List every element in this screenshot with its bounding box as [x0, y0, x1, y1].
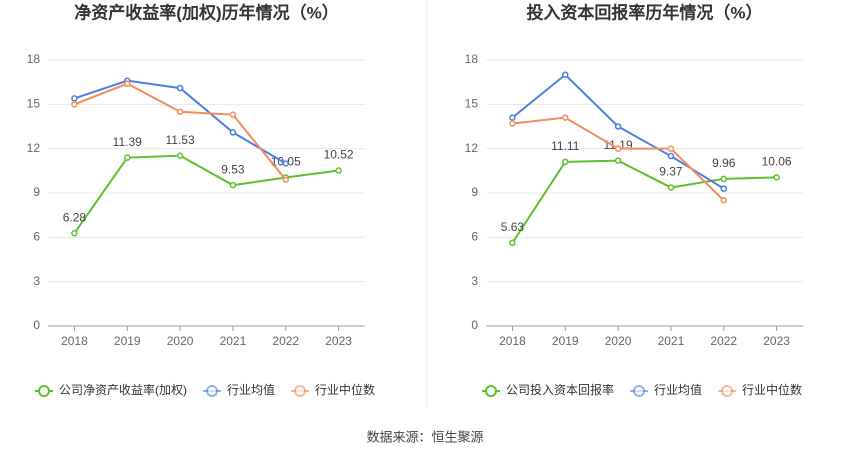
- y-tick-label: 9: [33, 185, 40, 199]
- data-label: 11.39: [113, 135, 142, 149]
- legend-marker: [721, 385, 734, 397]
- data-label: 10.52: [324, 148, 354, 162]
- legend-label: 行业均值: [227, 382, 275, 397]
- point: [614, 145, 622, 152]
- point: [176, 84, 184, 92]
- y-tick-label: 3: [33, 274, 40, 288]
- y-tick-label: 3: [471, 274, 478, 288]
- y-tick-label: 0: [471, 318, 478, 332]
- series-line: [511, 73, 725, 190]
- data-label: 11.11: [551, 139, 580, 153]
- x-tick-label: 2020: [167, 334, 194, 348]
- legend-marker: [294, 385, 307, 397]
- legend-marker: [38, 385, 50, 397]
- y-tick-label: 18: [465, 52, 479, 66]
- legend-label: 行业中位数: [742, 382, 802, 397]
- point: [282, 160, 289, 167]
- legend-marker: [633, 385, 646, 397]
- y-tick-label: 9: [471, 185, 478, 199]
- data-label: 5.63: [501, 220, 525, 234]
- point: [71, 229, 78, 237]
- x-tick-label: 2022: [710, 334, 737, 348]
- chart-title: 投入资本回报率历年情况（%）: [526, 2, 762, 22]
- point: [509, 120, 516, 127]
- point: [562, 114, 569, 121]
- point: [562, 71, 569, 79]
- point: [614, 157, 622, 164]
- point: [720, 197, 727, 204]
- point: [667, 145, 675, 152]
- series-line: [74, 82, 287, 181]
- series-line: [73, 154, 339, 234]
- x-tick-label: 2023: [763, 334, 790, 348]
- point: [229, 129, 237, 136]
- x-tick-label: 2023: [325, 334, 352, 348]
- point: [124, 154, 131, 161]
- y-tick-label: 0: [33, 318, 40, 332]
- point: [282, 176, 289, 183]
- x-tick-label: 2018: [61, 334, 88, 348]
- point: [720, 185, 727, 192]
- point: [229, 181, 237, 189]
- y-tick-label: 6: [471, 230, 478, 244]
- y-tick-label: 15: [27, 97, 41, 111]
- series-line: [511, 159, 777, 244]
- point: [720, 175, 727, 183]
- data-label: 9.96: [712, 156, 736, 170]
- legend-label: 公司投入资本回报率: [506, 382, 614, 397]
- source: 数据来源：恒生聚源: [366, 429, 483, 444]
- legend-marker: [206, 385, 218, 397]
- point: [335, 167, 342, 174]
- legend-label: 公司净资产收益率(加权): [59, 382, 187, 397]
- data-label: 9.37: [659, 165, 683, 179]
- x-tick-label: 2019: [552, 334, 579, 348]
- point: [509, 239, 516, 247]
- point: [562, 158, 569, 166]
- point: [667, 184, 675, 191]
- data-label: 9.53: [221, 162, 245, 176]
- point: [229, 111, 237, 118]
- x-tick-label: 2022: [272, 334, 299, 348]
- legend-marker: [485, 385, 497, 397]
- point: [71, 101, 78, 108]
- y-tick-label: 18: [27, 52, 41, 66]
- y-tick-label: 15: [465, 97, 479, 111]
- legend-label: 行业中位数: [315, 382, 375, 397]
- x-tick-label: 2021: [220, 334, 247, 348]
- y-tick-label: 12: [27, 141, 41, 155]
- point: [176, 152, 184, 159]
- data-label: 11.53: [166, 133, 195, 147]
- point: [509, 114, 516, 121]
- y-tick-label: 6: [33, 230, 40, 244]
- point: [71, 95, 78, 102]
- data-label: 6.28: [63, 210, 87, 224]
- x-tick-label: 2019: [114, 334, 141, 348]
- point: [176, 108, 184, 115]
- x-tick-label: 2020: [605, 334, 632, 348]
- y-tick-label: 12: [465, 141, 479, 155]
- x-tick-label: 2021: [658, 334, 685, 348]
- point: [667, 152, 675, 160]
- series-line: [74, 79, 287, 165]
- point: [614, 123, 622, 130]
- legend-label: 行业均值: [654, 382, 702, 397]
- chart-title: 净资产收益率(加权)历年情况（%）: [74, 2, 338, 22]
- point: [773, 174, 780, 181]
- data-label: 10.06: [762, 155, 792, 169]
- x-tick-label: 2018: [499, 334, 526, 348]
- point: [124, 80, 131, 87]
